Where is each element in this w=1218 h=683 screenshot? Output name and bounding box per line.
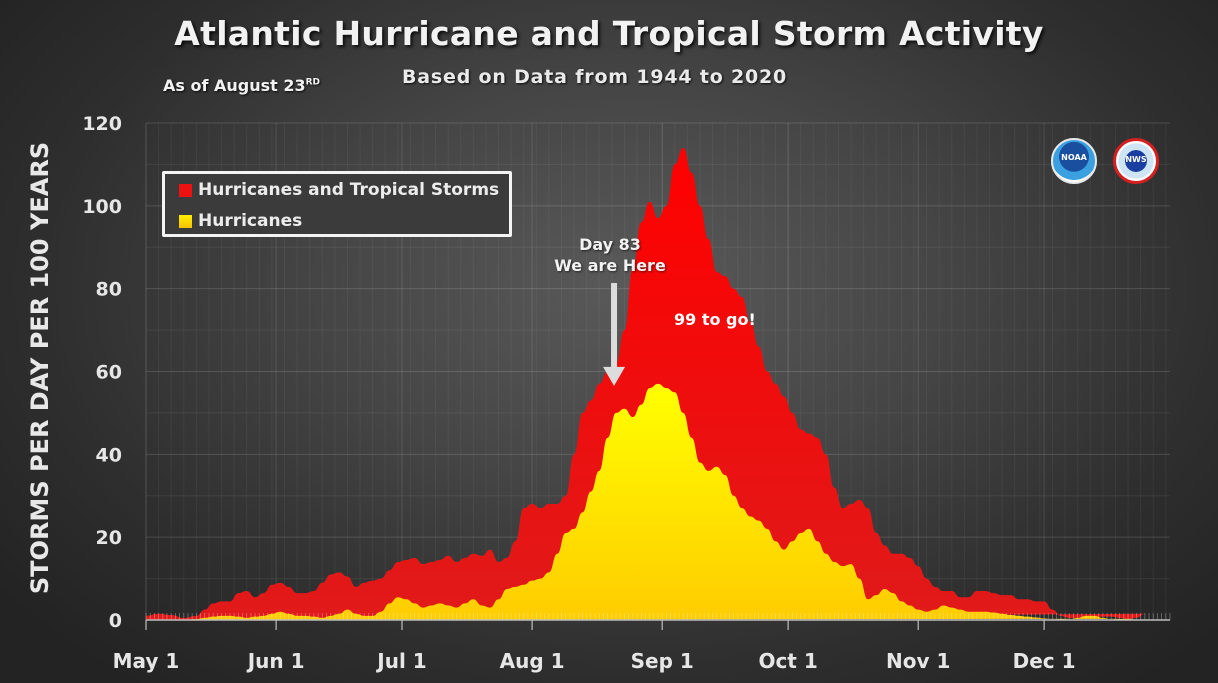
y-tick-label: 100 [82, 196, 122, 218]
x-tick-label: Nov 1 [886, 649, 950, 673]
chart-title: Atlantic Hurricane and Tropical Storm Ac… [174, 14, 1044, 53]
x-tick-label: Sep 1 [631, 649, 694, 673]
noaa-logo-text: NOAA [1061, 153, 1087, 162]
arrow-head-icon [603, 366, 626, 386]
legend-label-hurricanes: Hurricanes [198, 211, 303, 231]
area-hurricanes-and-tropical-storms [146, 147, 1145, 620]
we-are-here-annotation: Day 83 We are Here [520, 234, 700, 276]
annotation-day: Day 83 [579, 235, 641, 254]
as-of-date: As of August 23RD [163, 76, 320, 95]
x-tick-label: May 1 [113, 649, 180, 673]
nws-logo-icon: NWS [1113, 138, 1159, 184]
arrow-shaft [611, 283, 618, 368]
axes: 0 20 40 60 80 100 120 May 1 Jun 1 Jul 1 Aug 1 Sep 1… [82, 113, 1170, 673]
y-tick-label: 0 [109, 610, 122, 632]
nws-logo-text: NWS [1125, 155, 1147, 164]
y-tick-label: 80 [96, 279, 122, 301]
y-tick-label: 120 [82, 113, 122, 135]
annotation-here: We are Here [554, 256, 666, 275]
x-tick-label: Oct 1 [758, 649, 817, 673]
x-tick-label: Aug 1 [500, 649, 565, 673]
y-tick-label: 60 [96, 362, 122, 384]
x-tick-label: Jun 1 [246, 649, 305, 673]
here-arrow [603, 283, 626, 386]
legend-label-storms: Hurricanes and Tropical Storms [198, 180, 500, 200]
x-tick-label: Jul 1 [375, 649, 426, 673]
to-go-annotation: 99 to go! [674, 310, 756, 329]
as-of-text: As of August 23 [163, 76, 306, 95]
y-tick-label: 40 [96, 444, 122, 466]
noaa-logo-icon: NOAA [1051, 138, 1097, 184]
legend-item-storms: Hurricanes and Tropical Storms [179, 180, 499, 200]
series-areas [145, 147, 1171, 620]
area-hurricanes [146, 383, 1137, 620]
legend-item-hurricanes: Hurricanes [179, 211, 302, 231]
legend: Hurricanes and Tropical Storms Hurricane… [162, 171, 512, 237]
legend-swatch-red [179, 183, 192, 197]
y-tick-label: 20 [96, 527, 122, 549]
chart-subtitle: Based on Data from 1944 to 2020 [402, 66, 788, 88]
legend-swatch-yellow [179, 214, 192, 228]
x-tick-label: Dec 1 [1013, 649, 1076, 673]
as-of-suffix: RD [305, 77, 321, 88]
